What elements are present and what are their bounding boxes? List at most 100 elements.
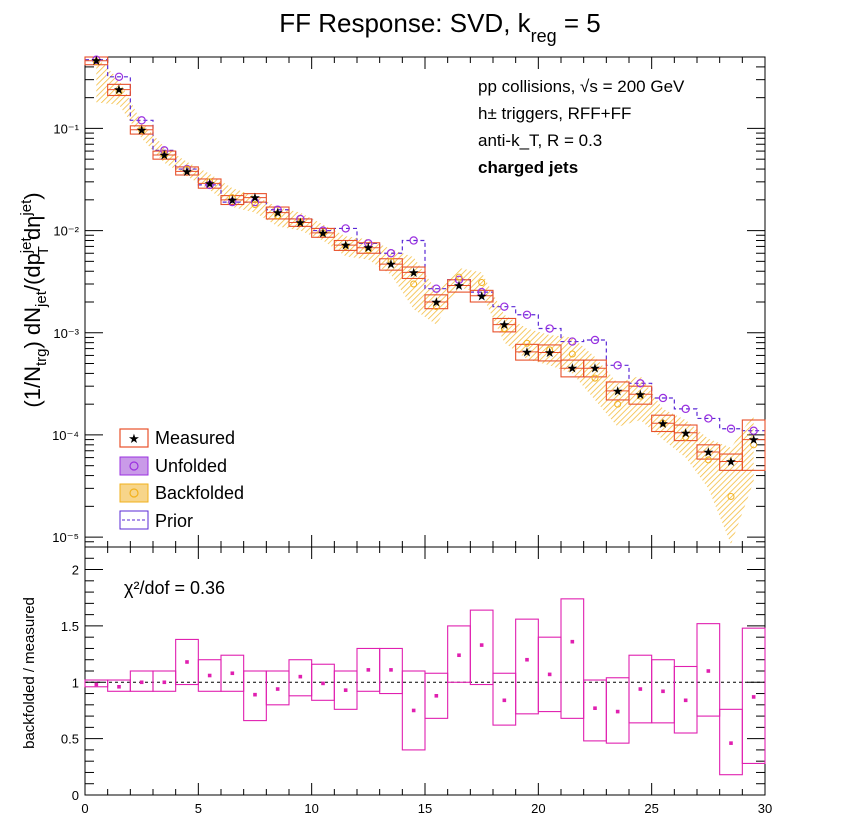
ratio-point [638, 687, 643, 691]
annotation-line-1: pp collisions, √s = 200 GeV [478, 77, 685, 96]
backfolded-point [568, 350, 576, 358]
legend-swatch-measured [119, 428, 149, 448]
bottom-y-tick-label: 0.5 [61, 732, 79, 747]
ratio-point [207, 673, 212, 678]
ratio-point [343, 688, 348, 692]
backfolded-point [160, 151, 168, 159]
ratio-point [479, 643, 484, 647]
unfolded-point [568, 337, 577, 346]
ratio-box [560, 598, 585, 719]
annotations: pp collisions, √s = 200 GeV h± triggers,… [478, 77, 685, 177]
top-y-tick-label: 10⁻³ [53, 326, 79, 341]
ratio-point [525, 657, 529, 662]
ratio-point [162, 680, 167, 685]
ratio-point [298, 674, 303, 679]
measured-point: ★ [317, 225, 329, 240]
unfolded-point [341, 224, 350, 233]
bottom-x-tick-label: 15 [418, 801, 432, 816]
backfolded-point [727, 492, 735, 500]
backfolded-point [115, 87, 123, 95]
ratio-point [389, 668, 393, 672]
measured-point: ★ [567, 361, 579, 376]
legend-item-measured: ★ Measured [119, 428, 235, 448]
measured-point: ★ [612, 383, 624, 398]
backfolded-point [138, 126, 146, 134]
backfolded-point [704, 456, 712, 464]
top-y-tick-label: 10⁻¹ [53, 121, 79, 136]
legend-swatch-unfolded [119, 456, 149, 476]
backfolded-point [500, 325, 508, 333]
top-panel-ticks: 10⁻⁵ 10⁻⁴ 10⁻³ 10⁻² 10⁻¹ [52, 56, 766, 548]
measured-box [628, 385, 653, 405]
backfolded-point [523, 339, 531, 347]
ratio-point [411, 708, 416, 713]
backfolded-point [206, 178, 214, 186]
unfolded-point [432, 284, 441, 293]
annotation-line-2: h± triggers, RFF+FF [478, 104, 631, 123]
ratio-point [185, 660, 189, 664]
measured-point: ★ [453, 278, 465, 293]
legend-label-prior: Prior [155, 511, 193, 531]
legend-label-measured: Measured [155, 428, 235, 448]
ratio-point [253, 692, 257, 697]
legend-marker-measured: ★ [128, 431, 140, 446]
measured-point: ★ [408, 265, 420, 280]
ratio-box [741, 627, 766, 764]
unfolded-point [386, 249, 396, 258]
unfolded-point [658, 393, 668, 403]
ratio-point [139, 680, 144, 685]
measured-box [741, 419, 766, 471]
backfolded-point [274, 212, 282, 220]
legend-swatch-backfolded [119, 483, 149, 503]
measured-point: ★ [363, 240, 375, 255]
backfolded-point [319, 229, 327, 237]
ratio-box [469, 609, 494, 686]
measured-point: ★ [499, 317, 511, 332]
bottom-x-tick-label: 30 [758, 801, 772, 816]
ratio-point [547, 672, 552, 677]
legend-label-backfolded: Backfolded [155, 483, 244, 503]
measured-point: ★ [136, 122, 148, 137]
ratio-point [615, 709, 620, 714]
ratio-point [729, 741, 733, 745]
backfolded-point [387, 257, 395, 265]
unfolded-point [205, 180, 214, 190]
backfolded-point [251, 201, 259, 209]
backfolded-point [478, 279, 486, 287]
backfolded-point [750, 441, 758, 449]
annotation-line-4: charged jets [478, 158, 578, 177]
measured-point: ★ [385, 257, 397, 272]
measured-point: ★ [431, 295, 443, 310]
unfolded-point [590, 335, 600, 345]
backfolded-point [682, 433, 690, 441]
ratio-point [321, 681, 325, 686]
ratio-point [457, 653, 461, 658]
legend-item-backfolded: Backfolded [119, 483, 244, 503]
unfolded-point [409, 236, 418, 245]
bottom-y-tick-label: 0 [72, 788, 79, 803]
bottom-panel-data [84, 598, 766, 776]
legend-item-unfolded: Unfolded [119, 456, 227, 476]
measured-point: ★ [544, 345, 556, 360]
bottom-y-axis-label: backfolded / measured [21, 597, 38, 749]
ratio-point [94, 682, 99, 687]
backfolded-point [636, 392, 644, 400]
measured-point: ★ [295, 215, 307, 230]
measured-point: ★ [181, 164, 193, 179]
chi2-annotation: χ²/dof = 0.36 [124, 578, 225, 598]
unfolded-point [500, 302, 509, 311]
bottom-x-tick-label: 10 [304, 801, 318, 816]
backfolded-point [455, 273, 463, 281]
backfolded-point [546, 346, 554, 354]
measured-point: ★ [521, 344, 533, 359]
ratio-point [366, 668, 371, 672]
measured-point: ★ [657, 416, 669, 431]
unfolded-point [92, 55, 101, 64]
legend-marker-backfolded [129, 488, 139, 498]
backfolded-point [659, 419, 667, 427]
ratio-box [424, 672, 449, 719]
unfolded-point [545, 324, 554, 333]
chart-title: FF Response: SVD, kreg = 5 [279, 8, 601, 46]
measured-point: ★ [680, 425, 692, 440]
top-y-tick-label: 10⁻² [53, 224, 79, 239]
